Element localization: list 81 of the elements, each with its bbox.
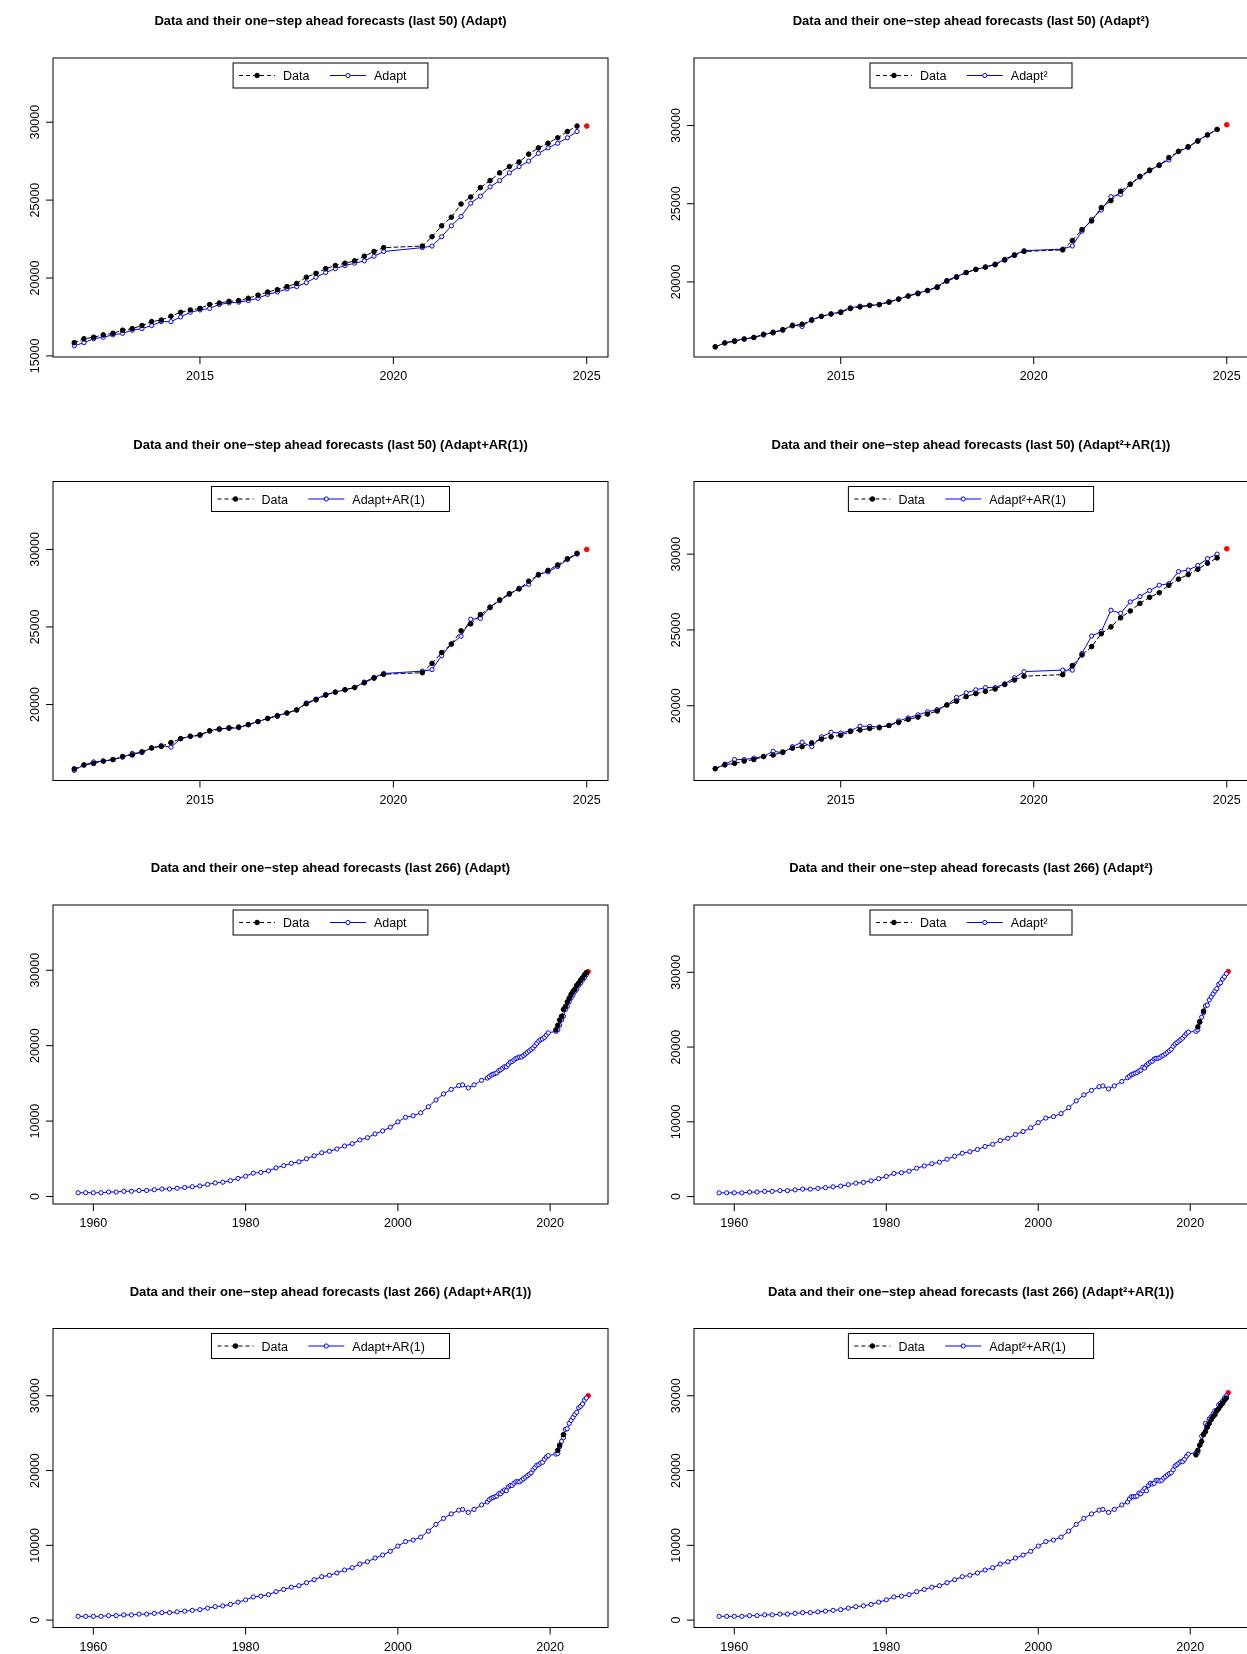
legend-label: Adapt+AR(1) <box>352 492 425 507</box>
y-tick-label: 30000 <box>669 536 683 572</box>
legend-label: Adapt²+AR(1) <box>989 492 1066 507</box>
y-tick-label: 20000 <box>28 687 42 722</box>
chart-title: Data and their one−step ahead forecasts (last 266) (Adapt²) <box>789 860 1153 875</box>
chart-title: Data and their one−step ahead forecasts (last 266) (Adapt²+AR(1)) <box>768 1283 1174 1299</box>
y-tick-label: 10000 <box>28 1527 42 1563</box>
y-tick-label: 15000 <box>28 338 42 374</box>
y-tick-label: 20000 <box>28 1453 42 1488</box>
x-tick-label: 2020 <box>1176 1216 1205 1230</box>
x-tick-label: 1980 <box>231 1216 260 1230</box>
y-tick-label: 25000 <box>669 186 683 222</box>
legend-label: Data <box>261 1339 288 1354</box>
legend-label: Adapt² <box>1010 916 1048 930</box>
x-tick-label: 1960 <box>79 1639 108 1654</box>
chart-title: Data and their one−step ahead forecasts (last 50) (Adapt²) <box>792 13 1150 28</box>
y-tick-label: 30000 <box>28 952 42 988</box>
y-tick-label: 20000 <box>28 1028 42 1064</box>
x-tick-label: 2020 <box>379 792 408 807</box>
x-tick-label: 2025 <box>1212 792 1241 807</box>
y-tick-label: 20000 <box>669 688 683 724</box>
x-tick-label: 2020 <box>536 1216 565 1230</box>
x-tick-label: 2025 <box>572 792 601 807</box>
x-tick-label: 1980 <box>872 1639 901 1654</box>
x-tick-label: 2020 <box>1019 792 1048 807</box>
legend-label: Adapt <box>373 916 408 930</box>
y-tick-label: 0 <box>28 1616 42 1624</box>
legend-label: Adapt+AR(1) <box>352 1339 425 1354</box>
chart-title: Data and their one−step ahead forecasts (last 266) (Adapt+AR(1)) <box>129 1283 532 1299</box>
legend-label: Data <box>283 69 310 83</box>
x-tick-label: 2020 <box>1019 369 1048 383</box>
y-tick-label: 0 <box>669 1616 683 1624</box>
y-tick-label: 0 <box>669 1193 683 1201</box>
y-tick-label: 30000 <box>28 532 42 567</box>
legend-label: Data <box>898 492 925 507</box>
x-tick-label: 1980 <box>872 1216 901 1230</box>
x-tick-label: 2015 <box>186 369 214 383</box>
y-tick-label: 25000 <box>669 612 683 648</box>
x-tick-label: 2000 <box>383 1639 412 1654</box>
x-tick-label: 1960 <box>79 1216 108 1230</box>
x-tick-label: 2000 <box>383 1216 412 1230</box>
x-tick-label: 2020 <box>1176 1639 1205 1654</box>
legend-label: Data <box>920 916 947 930</box>
y-tick-label: 30000 <box>669 954 683 990</box>
x-tick-label: 2015 <box>186 792 214 807</box>
x-tick-label: 2020 <box>536 1639 565 1654</box>
y-tick-label: 10000 <box>669 1527 683 1563</box>
x-tick-label: 2015 <box>826 369 855 383</box>
y-tick-label: 20000 <box>28 260 42 296</box>
chart-title: Data and their one−step ahead forecasts (last 266) (Adapt) <box>150 860 511 875</box>
y-tick-label: 30000 <box>669 108 683 143</box>
legend-label: Adapt²+AR(1) <box>989 1339 1066 1354</box>
y-tick-label: 20000 <box>669 264 683 300</box>
legend-label: Adapt² <box>1010 69 1048 83</box>
x-tick-label: 2020 <box>379 369 408 383</box>
x-tick-label: 1960 <box>720 1639 749 1654</box>
legend-label: Adapt <box>373 69 408 83</box>
x-tick-label: 2000 <box>1024 1639 1053 1654</box>
x-tick-label: 2025 <box>572 369 601 383</box>
legend-label: Data <box>261 492 288 507</box>
legend-label: Data <box>283 916 310 930</box>
x-tick-label: 2015 <box>826 792 855 807</box>
y-tick-label: 30000 <box>28 1378 42 1414</box>
chart-title: Data and their one−step ahead forecasts (last 50) (Adapt²+AR(1)) <box>771 436 1171 452</box>
y-tick-label: 20000 <box>669 1453 683 1488</box>
y-tick-label: 25000 <box>28 609 42 645</box>
y-tick-label: 10000 <box>669 1104 683 1140</box>
x-tick-label: 2025 <box>1212 369 1241 383</box>
x-tick-label: 1980 <box>231 1639 260 1654</box>
x-tick-label: 2000 <box>1024 1216 1053 1230</box>
y-tick-label: 30000 <box>669 1378 683 1414</box>
y-tick-label: 20000 <box>669 1029 683 1065</box>
chart-title: Data and their one−step ahead forecasts (last 50) (Adapt) <box>154 13 507 28</box>
legend-label: Data <box>898 1339 925 1354</box>
chart-title: Data and their one−step ahead forecasts (last 50) (Adapt+AR(1)) <box>133 436 528 452</box>
y-tick-label: 0 <box>28 1193 42 1201</box>
x-tick-label: 1960 <box>720 1216 749 1230</box>
y-tick-label: 10000 <box>28 1103 42 1139</box>
y-tick-label: 30000 <box>28 104 42 140</box>
legend-label: Data <box>920 69 947 83</box>
y-tick-label: 25000 <box>28 182 42 218</box>
